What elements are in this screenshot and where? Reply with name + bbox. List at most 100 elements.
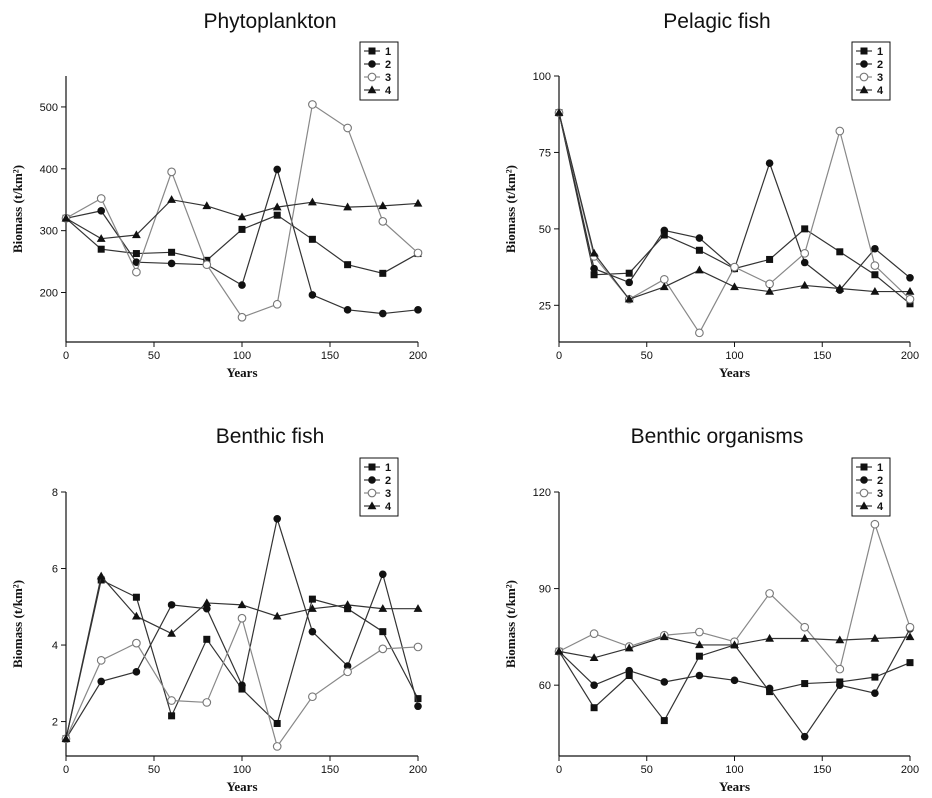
series-1 (62, 576, 422, 743)
data-point (695, 652, 703, 660)
data-point (871, 244, 879, 253)
data-point (343, 306, 352, 314)
series-1 (62, 211, 422, 277)
data-point (695, 265, 704, 274)
legend-label: 1 (877, 46, 883, 58)
data-point (695, 234, 704, 242)
legend-marker (859, 488, 869, 498)
y-tick-label: 400 (40, 164, 58, 176)
legend-label: 3 (385, 72, 391, 84)
data-point (414, 702, 422, 711)
data-point (272, 611, 282, 620)
data-point (625, 269, 633, 277)
data-point (660, 678, 669, 686)
legend-label: 3 (385, 488, 391, 500)
data-point (167, 195, 176, 203)
series-line (65, 167, 419, 315)
data-point (660, 231, 668, 239)
data-point (801, 680, 809, 688)
x-tick-label: 200 (901, 350, 919, 362)
legend-label: 4 (877, 501, 884, 513)
legend-label: 4 (877, 85, 884, 97)
data-point (413, 198, 423, 207)
data-point (625, 672, 633, 680)
data-point (871, 271, 879, 279)
data-point (378, 604, 388, 612)
legend-label: 1 (385, 462, 391, 474)
data-point (624, 294, 634, 303)
legend-marker (859, 501, 869, 510)
x-tick-label: 200 (409, 350, 427, 362)
data-point (343, 202, 352, 211)
legend-item: 3 (856, 488, 883, 500)
data-point (308, 692, 317, 702)
series-3 (554, 108, 915, 338)
data-point (413, 642, 423, 652)
data-point (870, 286, 880, 295)
data-point (730, 640, 739, 649)
x-axis-label: Years (226, 779, 257, 794)
legend-item: 2 (856, 59, 883, 71)
data-point (589, 653, 599, 662)
data-point (378, 201, 388, 210)
x-axis-label: Years (226, 365, 257, 380)
data-point (97, 245, 105, 253)
panel-3: Benthic fish 0 50 100 150 200 2 4 6 8 Years Biomass… (10, 425, 427, 794)
y-tick-label: 90 (539, 584, 551, 596)
data-point (273, 211, 281, 219)
legend-item: 1 (364, 462, 391, 474)
data-point (378, 217, 388, 226)
x-tick-label: 0 (556, 350, 562, 362)
data-point (308, 604, 317, 612)
x-axis-label: Years (719, 779, 750, 794)
data-point (96, 194, 106, 203)
data-point (273, 719, 281, 727)
data-point (659, 632, 669, 641)
data-point (836, 681, 844, 689)
legend-marker (859, 72, 869, 82)
legend-label: 2 (877, 59, 883, 71)
data-point (167, 628, 176, 637)
data-point (906, 300, 914, 308)
legend-item: 3 (364, 72, 391, 84)
y-tick-label: 120 (533, 487, 551, 499)
data-point (695, 328, 704, 338)
data-point (730, 262, 739, 272)
data-point (801, 225, 809, 233)
data-point (237, 312, 247, 322)
data-point (800, 633, 810, 642)
data-point (132, 611, 141, 620)
data-point (695, 246, 703, 254)
data-point (765, 279, 774, 289)
data-point (835, 635, 845, 644)
legend-label: 1 (877, 462, 883, 474)
data-point (730, 676, 739, 685)
y-tick-label: 75 (539, 147, 551, 159)
data-point (238, 281, 246, 289)
data-point (308, 197, 317, 206)
data-point (308, 235, 316, 243)
data-point (132, 267, 141, 277)
data-point (905, 622, 915, 632)
y-tick-label: 50 (539, 224, 551, 236)
data-point (835, 664, 845, 674)
legend-item: 1 (856, 46, 883, 58)
legend-item: 4 (856, 85, 884, 97)
legend-label: 4 (385, 501, 392, 513)
data-point (800, 258, 809, 267)
x-tick-label: 200 (901, 764, 919, 776)
legend-marker (367, 72, 377, 82)
data-point (273, 514, 282, 523)
data-point (836, 248, 844, 256)
legend-label: 3 (877, 72, 883, 84)
data-point (624, 643, 634, 652)
data-point (344, 605, 352, 613)
legend-label: 1 (385, 46, 391, 58)
data-point (589, 629, 599, 639)
data-point (272, 742, 282, 751)
data-point (379, 309, 387, 318)
data-point (308, 291, 317, 299)
data-point (202, 260, 212, 270)
data-point (905, 294, 915, 304)
